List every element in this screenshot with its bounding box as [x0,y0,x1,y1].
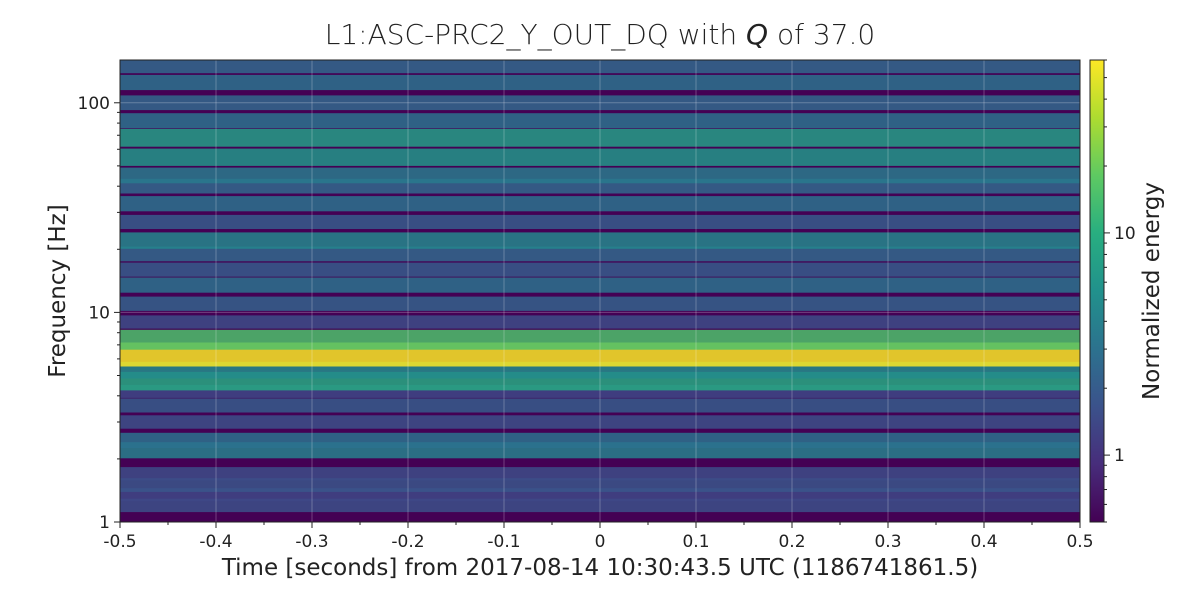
energy-band [120,398,1080,413]
x-tick-label: 0.5 [1066,532,1093,552]
energy-band [120,277,1080,293]
colorbar [1089,59,1105,523]
energy-band [120,329,1080,350]
y-tick-label: 1 [99,513,110,533]
x-tick-label: -0.2 [391,532,424,552]
colorbar-label: Normalized energy [1139,182,1165,400]
energy-band [120,262,1080,277]
x-axis: -0.5 -0.4 -0.3 -0.2 -0.1 0 0.1 0.2 0.3 0.4 0.5 [103,522,1094,552]
energy-band [120,95,1080,111]
x-tick-label: 0.1 [682,532,709,552]
energy-band [120,246,1080,262]
energy-band [120,196,1080,212]
x-tick-label: 0.2 [778,532,805,552]
x-tick-label: 0.3 [874,532,901,552]
y-axis-label: Frequency [Hz] [45,204,71,378]
x-axis-label: Time [seconds] from 2017-08-14 10:30:43.… [221,555,979,581]
energy-bands [120,60,1080,513]
energy-band [120,129,1080,147]
energy-band [120,113,1080,129]
colorbar-tick-label: 10 [1114,224,1136,244]
x-tick-label: -0.3 [295,532,328,552]
x-tick-label: 0 [595,532,606,552]
colorbar-tick-label: 1 [1114,446,1125,466]
y-tick-label: 10 [88,303,110,323]
x-tick-label: -0.4 [199,532,232,552]
energy-band [120,498,1080,513]
energy-band [120,60,1080,74]
x-tick-label: -0.5 [103,532,136,552]
colorbar-axis: 1 10 [1104,59,1136,523]
energy-band [120,167,1080,184]
y-axis: 1 10 100 [78,94,120,533]
energy-band [120,415,1080,429]
energy-band [120,214,1080,229]
y-tick-label: 100 [78,94,110,114]
energy-band [120,232,1080,249]
energy-band [120,478,1080,492]
energy-band [120,148,1080,166]
x-tick-label: -0.1 [487,532,520,552]
energy-band [120,296,1080,311]
energy-band [120,432,1080,448]
energy-band [120,74,1080,91]
chart-title-q-symbol: Q [746,18,769,51]
chart-title-prefix: L1:ASC-PRC2_Y_OUT_DQ with [324,18,747,51]
chart-title: L1:ASC-PRC2_Y_OUT_DQ with Q of 37.0 [120,18,1080,51]
energy-band [120,315,1080,329]
energy-band [120,467,1080,481]
chart-title-suffix: of 37.0 [768,18,876,51]
x-tick-label: 0.4 [970,532,997,552]
